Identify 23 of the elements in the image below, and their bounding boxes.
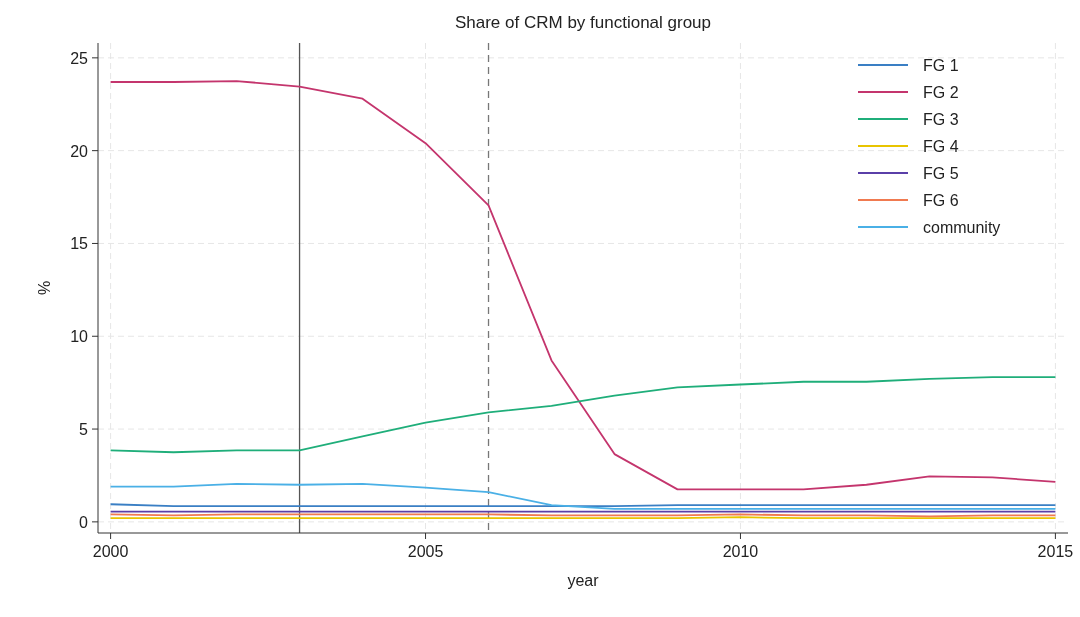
y-tick-label: 10 — [70, 328, 89, 346]
legend-label: community — [923, 219, 1001, 236]
legend-label: FG 1 — [923, 57, 959, 74]
legend-label: FG 5 — [923, 165, 959, 182]
legend-label: FG 3 — [923, 111, 959, 128]
y-tick-label: 25 — [70, 49, 89, 67]
y-tick-label: 5 — [79, 421, 89, 439]
legend-label: FG 6 — [923, 192, 959, 209]
legend-label: FG 4 — [923, 138, 959, 155]
y-axis-title: % — [36, 280, 53, 296]
chart-title: Share of CRM by functional group — [454, 13, 712, 32]
line-series — [109, 376, 1057, 454]
legend-label: FG 2 — [923, 84, 959, 101]
x-axis-title: year — [567, 572, 600, 589]
y-tick-label: 0 — [79, 513, 89, 531]
x-tick-label: 2010 — [722, 543, 759, 560]
y-tick-label: 20 — [70, 142, 89, 160]
x-tick-label: 2015 — [1037, 543, 1074, 560]
y-tick-label: 15 — [70, 235, 89, 253]
x-tick-label: 2005 — [407, 543, 444, 560]
line-series — [109, 482, 1057, 510]
line-series — [109, 80, 1057, 491]
x-tick-label: 2000 — [92, 543, 129, 560]
